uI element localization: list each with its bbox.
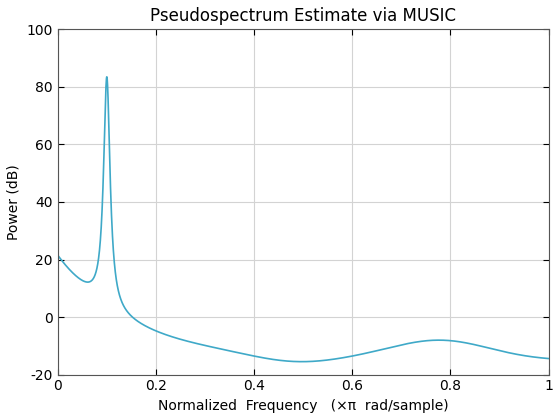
Y-axis label: Power (dB): Power (dB) xyxy=(7,164,21,240)
Title: Pseudospectrum Estimate via MUSIC: Pseudospectrum Estimate via MUSIC xyxy=(150,7,456,25)
X-axis label: Normalized  Frequency   (×π  rad/sample): Normalized Frequency (×π rad/sample) xyxy=(158,399,449,413)
